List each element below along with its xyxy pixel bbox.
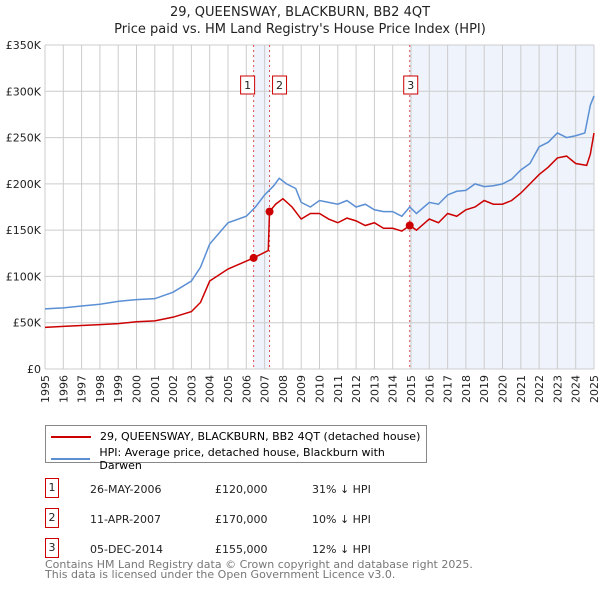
x-tick-label: 2003 — [185, 375, 198, 403]
shade-region — [409, 45, 594, 369]
sale-number: 2 — [45, 508, 59, 528]
sale-hpi-diff: 12% ↓ HPI — [312, 543, 371, 556]
y-tick-label: £200K — [6, 178, 42, 191]
sale-label-box — [272, 75, 288, 95]
x-tick-label: 2019 — [478, 375, 491, 403]
legend: 29, QUEENSWAY, BLACKBURN, BB2 4QT (detac… — [45, 425, 427, 472]
plot-area: 1995 1996 1997 1998 1999 2000 2001 2002 2003 2004… — [6, 39, 600, 403]
chart-title: 29, QUEENSWAY, BLACKBURN, BB2 4QT — [169, 5, 431, 20]
x-tick-label: 2022 — [533, 375, 546, 403]
sale-price: £155,000 — [215, 543, 268, 556]
x-tick-label: 2002 — [167, 375, 180, 403]
sale-label: 1 — [244, 79, 251, 92]
x-tick-label: 1999 — [112, 375, 125, 403]
footer-line: This data is licensed under the Open Gov… — [45, 568, 396, 581]
sale-point — [405, 221, 414, 230]
x-tick-label: 2007 — [259, 375, 272, 403]
y-tick-label: £50K — [13, 317, 42, 330]
sale-point — [249, 253, 258, 262]
x-tick-label: 2021 — [515, 375, 528, 403]
x-tick-label: 2017 — [442, 375, 455, 403]
sale-price: £170,000 — [215, 513, 268, 526]
sale-hpi-diff: 10% ↓ HPI — [312, 513, 371, 526]
x-tick-label: 2012 — [350, 375, 363, 403]
x-tick-label: 1997 — [76, 375, 89, 403]
y-tick-label: £150K — [6, 224, 42, 237]
sale-date: 05-DEC-2014 — [90, 543, 164, 556]
sale-date: 11-APR-2007 — [90, 513, 162, 526]
legend-label-hpi: HPI: Average price, detached house, Blac… — [99, 446, 385, 472]
x-tick-label: 1995 — [39, 375, 52, 403]
x-tick-label: 2016 — [423, 375, 436, 403]
sale-number: 1 — [45, 478, 59, 498]
sale-label-box — [403, 75, 419, 95]
x-tick-label: 2015 — [405, 375, 418, 403]
x-tick-label: 2023 — [551, 375, 564, 403]
y-tick-label: £300K — [6, 85, 42, 98]
x-tick-label: 2009 — [295, 375, 308, 403]
x-tick-label: 2024 — [570, 375, 583, 403]
sale-label-box — [240, 75, 256, 95]
sale-price: £120,000 — [215, 483, 268, 496]
x-tick-label: 2005 — [222, 375, 235, 403]
x-tick-label: 2010 — [314, 375, 327, 403]
x-tick-label: 2025 — [588, 375, 600, 403]
hpi-line — [44, 95, 595, 310]
x-tick-label: 2020 — [497, 375, 510, 403]
y-tick-label: £100K — [6, 270, 42, 283]
property-price-line — [44, 132, 595, 329]
footer: Contains HM Land Registry data © Crown c… — [45, 558, 473, 581]
x-tick-label: 2001 — [149, 375, 162, 403]
x-tick-label: 2008 — [277, 375, 290, 403]
x-tick-label: 1996 — [57, 375, 70, 403]
x-tick-label: 2006 — [240, 375, 253, 403]
legend-swatch-blue — [51, 458, 91, 460]
sale-hpi-diff: 31% ↓ HPI — [312, 483, 371, 496]
x-tick-label: 2013 — [368, 375, 381, 403]
footer-line: Contains HM Land Registry data © Crown c… — [45, 558, 473, 571]
sale-point — [265, 207, 274, 216]
sale-number: 3 — [45, 538, 59, 558]
x-tick-label: 1998 — [94, 375, 107, 403]
legend-swatch-red — [51, 435, 91, 438]
legend-label-property: 29, QUEENSWAY, BLACKBURN, BB2 4QT (detac… — [100, 430, 421, 443]
y-tick-label: £350K — [6, 39, 42, 52]
x-tick-label: 2000 — [131, 375, 144, 403]
chart-subtitle: Price paid vs. HM Land Registry's House … — [114, 22, 486, 37]
x-tick-label: 2014 — [387, 375, 400, 403]
shade-region — [253, 45, 270, 369]
x-tick-label: 2011 — [332, 375, 345, 403]
sale-label: 2 — [276, 79, 283, 92]
x-tick-label: 2018 — [460, 375, 473, 403]
sale-date: 26-MAY-2006 — [90, 483, 162, 496]
sale-label: 3 — [407, 79, 414, 92]
y-tick-label: £250K — [6, 132, 42, 145]
y-tick-label: £0 — [27, 363, 41, 376]
x-tick-label: 2004 — [204, 375, 217, 403]
